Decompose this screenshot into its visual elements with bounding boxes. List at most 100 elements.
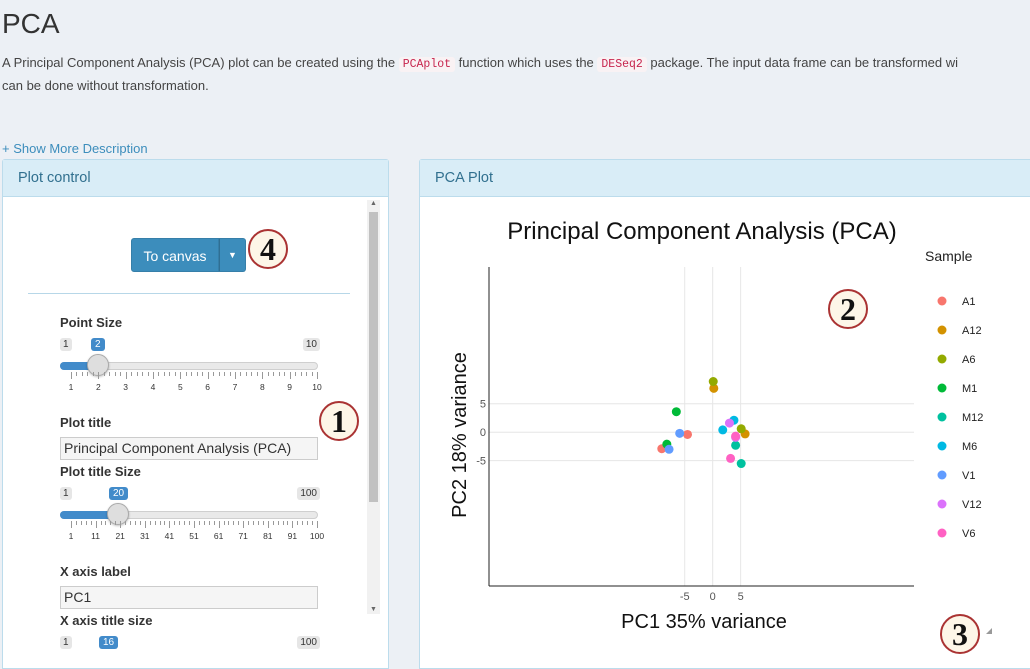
- slider-tick: [213, 521, 215, 525]
- slider-tick: [300, 372, 302, 376]
- caret-down-icon: ▼: [228, 250, 237, 260]
- x-tick-label: 0: [710, 591, 716, 603]
- y-tick-label: -5: [476, 456, 486, 468]
- slider-tick: [185, 372, 187, 376]
- x-axis-label-label: X axis label: [60, 564, 131, 579]
- slider-tick: [189, 521, 191, 525]
- slider-tick: [169, 521, 171, 528]
- legend-label: M6: [962, 441, 977, 453]
- plot-title-size-slider[interactable]: 1 100 20 1 11 21 31 41 51 61 71 81 91 100: [60, 487, 324, 547]
- slider-tick: [228, 521, 230, 525]
- slider-tick: [95, 521, 97, 528]
- plot-control-scrollbar[interactable]: ▲ ▼: [367, 200, 380, 614]
- slider-fill: [60, 362, 98, 370]
- slider-tick: [142, 372, 144, 376]
- pca-plot-panel: PCA Plot Principal Component Analysis (P…: [419, 159, 1030, 669]
- slider-tick: [235, 372, 236, 379]
- data-point: [736, 424, 746, 434]
- slider-tick-label: 51: [189, 531, 199, 541]
- slider-tick: [203, 521, 205, 525]
- page-title: PCA: [2, 8, 60, 39]
- data-point: [731, 431, 741, 441]
- slider-tick: [267, 372, 269, 376]
- slider-tick: [312, 521, 314, 525]
- slider-tick: [317, 372, 318, 379]
- show-more-description-link[interactable]: + Show More Description: [2, 141, 148, 156]
- slider-min: 1: [60, 636, 72, 649]
- slider-tick: [98, 372, 100, 379]
- slider-tick: [153, 372, 154, 379]
- scroll-up-icon[interactable]: ▲: [370, 200, 377, 207]
- point-size-slider[interactable]: 1 10 2 1 2 3 4 5 6 7 8 9 10: [60, 338, 322, 398]
- slider-tick: [147, 372, 149, 376]
- scroll-down-icon[interactable]: ▼: [370, 606, 377, 613]
- slider-tick: [103, 372, 105, 376]
- slider-tick-label: 4: [150, 382, 156, 392]
- slider-tick: [110, 521, 112, 525]
- slider-tick: [169, 372, 171, 376]
- slider-tick: [139, 521, 141, 525]
- data-point: [731, 440, 741, 450]
- callout-badge: 4: [248, 229, 288, 269]
- slider-tick: [130, 521, 132, 525]
- slider-max: 100: [297, 636, 320, 649]
- slider-max: 100: [297, 487, 320, 500]
- y-axis-title: PC2 18% variance: [449, 352, 471, 518]
- slider-tick: [238, 521, 240, 525]
- slider-tick: [194, 521, 195, 528]
- slider-tick: [262, 521, 264, 525]
- slider-tick: [81, 372, 83, 376]
- slider-tick: [223, 521, 225, 525]
- slider-fill: [60, 511, 118, 519]
- slider-tick: [278, 372, 280, 376]
- slider-tick: [289, 372, 291, 379]
- to-canvas-button[interactable]: To canvas: [131, 238, 219, 272]
- slider-tick: [282, 521, 284, 525]
- slider-tick: [71, 521, 72, 528]
- slider-tick-label: 31: [140, 531, 150, 541]
- slider-tick-label: 1: [68, 382, 74, 392]
- slider-tick: [218, 521, 220, 528]
- slider-tick: [120, 521, 122, 528]
- legend-label: M1: [962, 383, 977, 395]
- page-description: A Principal Component Analysis (PCA) plo…: [2, 52, 1030, 96]
- slider-tick: [284, 372, 286, 376]
- slider-tick: [85, 521, 87, 525]
- slider-tick: [295, 372, 297, 376]
- slider-tick: [136, 372, 138, 376]
- slider-tick: [202, 372, 204, 376]
- callout-badge: 1: [319, 401, 359, 441]
- slider-tick: [224, 372, 226, 376]
- slider-tick: [174, 521, 176, 525]
- to-canvas-dropdown-toggle[interactable]: ▼: [219, 238, 246, 272]
- legend-title: Sample: [925, 248, 973, 264]
- slider-tick: [277, 521, 279, 525]
- resize-handle-icon[interactable]: [986, 628, 992, 634]
- slider-tick: [71, 372, 72, 379]
- slider-tick: [144, 521, 146, 528]
- slider-handle[interactable]: [107, 503, 129, 525]
- slider-tick: [100, 521, 102, 525]
- legend-swatch: [937, 528, 947, 538]
- plot-title-label: Plot title: [60, 415, 112, 430]
- legend-label: A12: [962, 325, 982, 337]
- slider-tick-label: 100: [309, 531, 325, 541]
- slider-tick: [218, 372, 220, 376]
- plot-title-input[interactable]: Principal Component Analysis (PCA): [60, 437, 318, 460]
- slider-tick: [120, 372, 122, 376]
- slider-tick: [292, 521, 294, 528]
- slider-tick: [92, 372, 94, 376]
- slider-tick: [207, 372, 209, 379]
- data-point: [724, 418, 734, 428]
- slider-tick: [115, 521, 117, 525]
- point-size-label: Point Size: [60, 315, 123, 330]
- x-axis-title-size-slider[interactable]: 1 100 16: [60, 636, 320, 658]
- slider-handle[interactable]: [87, 354, 109, 376]
- x-axis-label-input[interactable]: PC1: [60, 586, 318, 609]
- slider-tick-label: 1: [68, 531, 74, 541]
- scrollbar-thumb[interactable]: [369, 212, 378, 502]
- slider-tick-label: 8: [259, 382, 265, 392]
- code-pcaplot: PCAplot: [398, 57, 456, 72]
- slider-tick: [273, 372, 275, 376]
